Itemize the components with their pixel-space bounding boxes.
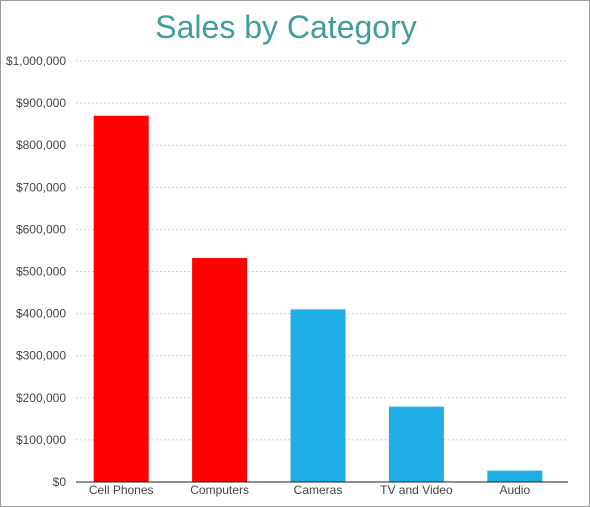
bar	[487, 470, 543, 482]
y-tick-label: $300,000	[16, 349, 66, 363]
x-tick-label: Cameras	[294, 483, 343, 497]
y-tick-label: $100,000	[16, 433, 66, 447]
x-tick-label: TV and Video	[380, 483, 453, 497]
y-tick-label: $800,000	[16, 138, 66, 152]
bar	[388, 406, 444, 482]
x-tick-label: Computers	[190, 483, 249, 497]
y-tick-label: $500,000	[16, 265, 66, 279]
bar	[192, 258, 248, 482]
bar	[93, 115, 149, 482]
x-axis-tick-labels: Cell Phones Computers Cameras TV and Video A…	[89, 483, 531, 497]
y-tick-label: $0	[53, 475, 67, 489]
y-tick-label: $1,000,000	[6, 54, 66, 68]
bar	[290, 309, 346, 482]
x-tick-label: Audio	[499, 483, 530, 497]
y-tick-label: $200,000	[16, 391, 66, 405]
y-tick-label: $900,000	[16, 96, 66, 110]
chart-title: Sales by Category	[155, 9, 417, 45]
y-tick-label: $700,000	[16, 180, 66, 194]
y-axis-tick-labels: $0 $100,000 $200,000 $300,000 $400,000 $500,0…	[6, 54, 66, 489]
x-tick-label: Cell Phones	[89, 483, 154, 497]
bars	[93, 115, 543, 482]
y-tick-label: $400,000	[16, 307, 66, 321]
y-tick-label: $600,000	[16, 222, 66, 236]
